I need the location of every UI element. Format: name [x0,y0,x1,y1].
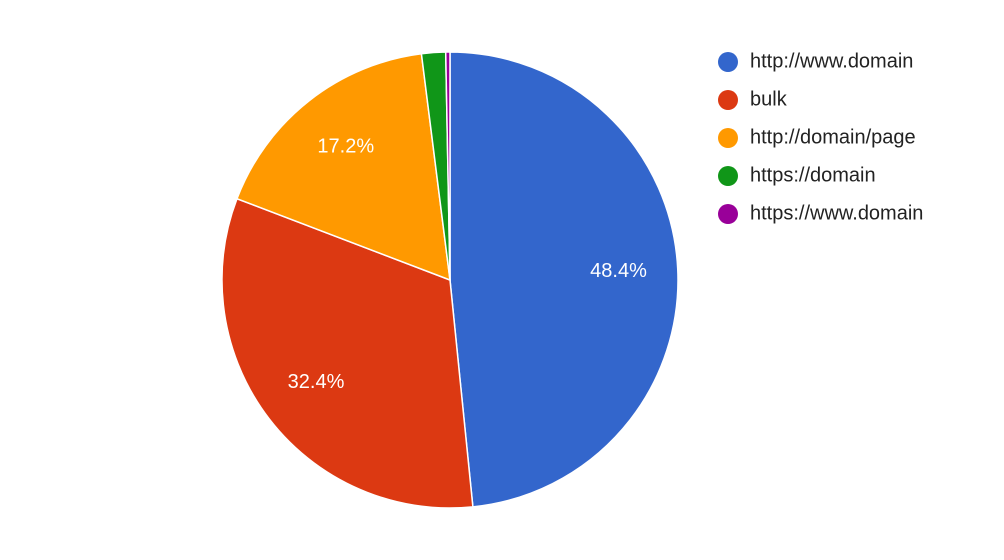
pie-slice [236,52,451,282]
legend-label: https://domain [750,164,876,186]
legend-label: https://www.domain [750,202,923,224]
legend-swatch [718,128,738,148]
pie-slice [444,51,451,281]
legend-label: http://domain/page [750,126,916,148]
data-label: 48.4% [590,260,647,282]
legend-label: bulk [750,88,788,110]
pie-slice [449,51,679,508]
data-label: 17.2% [317,136,374,158]
legend-swatch [718,52,738,72]
legend-label: http://www.domain [750,50,913,72]
data-label: 32.4% [288,371,345,393]
legend-swatch [718,204,738,224]
legend-swatch [718,166,738,186]
legend-swatch [718,90,738,110]
pie-slice [221,197,474,509]
